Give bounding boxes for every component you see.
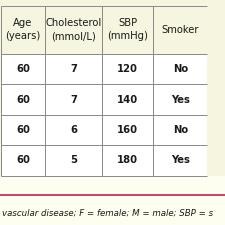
- Text: Smoker: Smoker: [162, 25, 199, 35]
- Text: 7: 7: [70, 94, 77, 105]
- Text: 60: 60: [16, 94, 30, 105]
- Bar: [1, 54, 207, 84]
- Bar: [1, 145, 207, 176]
- Text: Yes: Yes: [171, 155, 190, 165]
- Text: vascular disease; F = female; M = male; SBP = s: vascular disease; F = female; M = male; …: [2, 208, 213, 217]
- Text: Age
(years): Age (years): [5, 18, 41, 41]
- Text: 7: 7: [70, 64, 77, 74]
- Text: 5: 5: [70, 155, 77, 165]
- Text: 120: 120: [117, 64, 138, 74]
- Text: Cholesterol
(mmol/L): Cholesterol (mmol/L): [45, 18, 102, 41]
- Text: No: No: [173, 125, 188, 135]
- Text: 180: 180: [117, 155, 138, 165]
- Bar: [1, 6, 207, 54]
- Text: 60: 60: [16, 125, 30, 135]
- Text: 60: 60: [16, 155, 30, 165]
- Bar: [0, 176, 225, 225]
- Bar: [1, 84, 207, 115]
- Text: Yes: Yes: [171, 94, 190, 105]
- Text: 60: 60: [16, 64, 30, 74]
- Text: 6: 6: [70, 125, 77, 135]
- Bar: [1, 115, 207, 145]
- Text: No: No: [173, 64, 188, 74]
- Text: 160: 160: [117, 125, 138, 135]
- Text: SBP
(mmHg): SBP (mmHg): [107, 18, 148, 41]
- Text: 140: 140: [117, 94, 138, 105]
